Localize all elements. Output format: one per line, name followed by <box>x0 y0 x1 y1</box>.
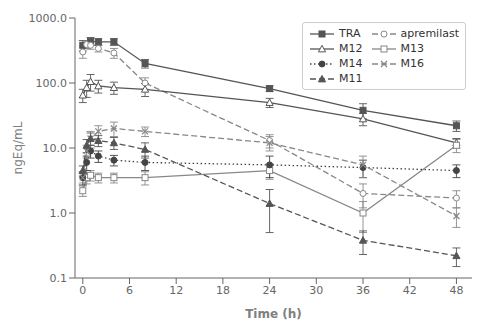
svg-text:1000.0: 1000.0 <box>29 12 68 25</box>
html-text:M13: M13 <box>400 42 425 55</box>
svg-text:0.1: 0.1 <box>50 272 68 285</box>
svg-text:30: 30 <box>309 284 323 297</box>
html-text:M14: M14 <box>339 57 363 70</box>
svg-text:1.0: 1.0 <box>50 207 68 220</box>
svg-text:0: 0 <box>79 284 86 297</box>
svg-text:36: 36 <box>356 284 370 297</box>
svg-text:48: 48 <box>449 284 463 297</box>
svg-text:12: 12 <box>169 284 183 297</box>
svg-text:ngEq/mL: ngEq/mL <box>11 121 25 174</box>
html-text:apremilast: apremilast <box>400 27 459 40</box>
svg-text:6: 6 <box>126 284 133 297</box>
html-text:M16: M16 <box>400 57 425 70</box>
svg-text:100.0: 100.0 <box>36 77 68 90</box>
svg-text:24: 24 <box>263 284 277 297</box>
svg-text:Time (h): Time (h) <box>245 307 302 321</box>
svg-text:10.0: 10.0 <box>43 142 68 155</box>
svg-text:18: 18 <box>216 284 230 297</box>
html-text:TRA: TRA <box>339 27 361 40</box>
html-text:M12: M12 <box>339 42 363 55</box>
svg-text:42: 42 <box>403 284 417 297</box>
html-text:M11: M11 <box>339 72 363 85</box>
